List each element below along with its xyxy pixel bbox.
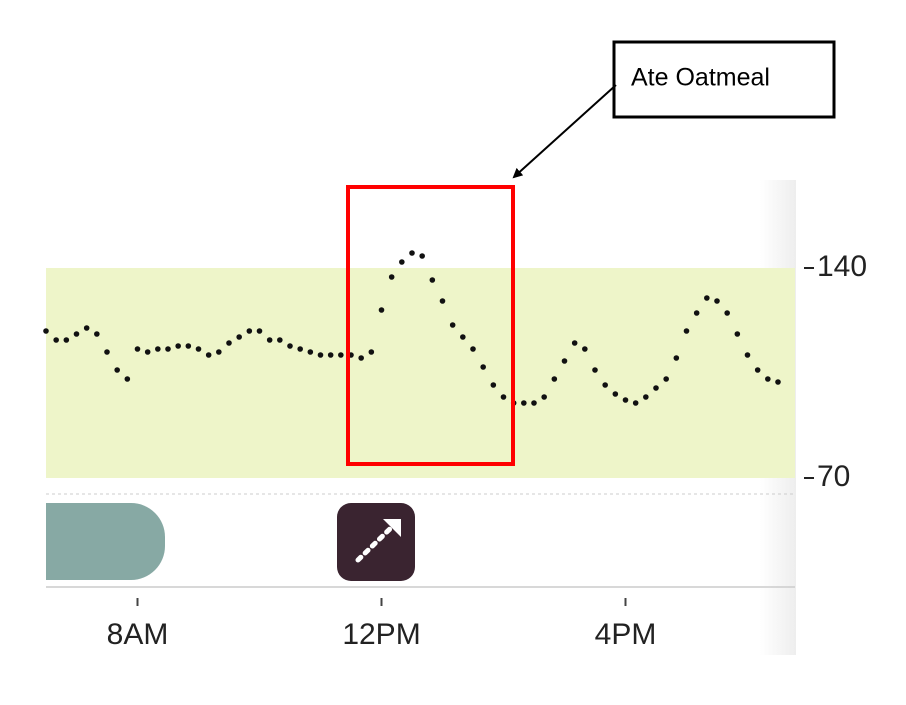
glucose-point <box>53 337 59 343</box>
glucose-point <box>216 349 222 355</box>
glucose-point <box>104 349 110 355</box>
glucose-point <box>582 346 588 352</box>
glucose-point <box>388 274 395 280</box>
glucose-point <box>744 352 751 358</box>
glucose-point <box>327 352 334 358</box>
x-tick-label: 8AM <box>107 618 169 651</box>
band-layer <box>46 268 795 478</box>
glucose-point <box>256 328 263 334</box>
glucose-point <box>399 259 405 265</box>
glucose-point <box>663 376 669 382</box>
callout-arrow <box>512 84 617 179</box>
glucose-point <box>358 355 364 361</box>
glucose-point <box>632 400 639 406</box>
meal-icon-arrow <box>355 519 400 563</box>
target-band <box>46 268 795 478</box>
glucose-point <box>775 379 781 385</box>
glucose-point <box>683 328 690 334</box>
glucose-point <box>378 307 385 313</box>
glucose-point <box>175 343 181 349</box>
glucose-point <box>693 310 700 316</box>
glucose-point <box>83 325 90 331</box>
glucose-point <box>714 298 720 304</box>
glucose-point <box>368 349 375 355</box>
glucose-point <box>63 337 70 343</box>
glucose-point <box>73 331 80 337</box>
glucose-point <box>114 367 120 373</box>
glucose-point <box>653 385 659 391</box>
glucose-point <box>205 352 212 358</box>
glucose-point <box>541 394 547 400</box>
glucose-point <box>643 394 649 400</box>
glucose-point <box>531 400 537 406</box>
glucose-point <box>561 358 568 364</box>
glucose-point <box>673 355 680 361</box>
glucose-point <box>571 340 578 346</box>
glucose-point <box>165 346 171 352</box>
glucose-point <box>287 343 293 349</box>
glucose-point <box>551 376 558 382</box>
glucose-point <box>317 352 324 358</box>
x-tick-label: 4PM <box>595 618 657 651</box>
glucose-point <box>704 295 710 301</box>
glucose-point <box>43 328 49 334</box>
meal-icon-arrowhead <box>383 519 401 537</box>
glucose-point <box>409 250 415 256</box>
activity-pill-edge <box>46 503 86 580</box>
highlight-box <box>346 185 515 466</box>
glucose-point <box>500 394 507 400</box>
glucose-point <box>612 391 619 397</box>
glucose-point <box>490 382 497 388</box>
glucose-point <box>124 376 131 382</box>
glucose-point <box>134 346 141 352</box>
glucose-point <box>338 352 344 358</box>
glucose-point <box>602 382 608 388</box>
glucose-point <box>754 367 761 373</box>
glucose-point <box>297 346 303 352</box>
glucose-point <box>592 367 598 373</box>
glucose-point <box>226 340 232 346</box>
glucose-point <box>724 310 730 316</box>
glucose-point <box>246 328 253 334</box>
glucose-point <box>266 337 273 343</box>
glucose-point <box>429 277 436 283</box>
y-tick-label: 70 <box>817 460 850 493</box>
glucose-point <box>307 349 314 355</box>
glucose-point <box>449 322 456 328</box>
glucose-point <box>622 397 629 403</box>
glucose-point <box>155 346 161 352</box>
glucose-point <box>521 400 527 406</box>
glucose-point <box>195 346 202 352</box>
y-tick-label: 140 <box>817 250 867 283</box>
glucose-point <box>480 364 486 370</box>
callout-text: Ate Oatmeal <box>631 64 770 92</box>
plot-layer <box>43 250 781 406</box>
glucose-point <box>94 331 100 337</box>
glucose-point <box>470 346 476 352</box>
glucose-point <box>236 334 242 340</box>
x-tick-label: 12PM <box>342 618 420 651</box>
glucose-point <box>144 349 151 355</box>
glucose-point <box>277 337 283 343</box>
glucose-point <box>439 298 446 304</box>
glucose-point <box>734 331 741 337</box>
callout-box <box>612 40 836 119</box>
glucose-point <box>765 376 771 382</box>
glucose-point <box>185 343 192 349</box>
glucose-point <box>419 253 425 259</box>
glucose-point <box>460 334 466 340</box>
